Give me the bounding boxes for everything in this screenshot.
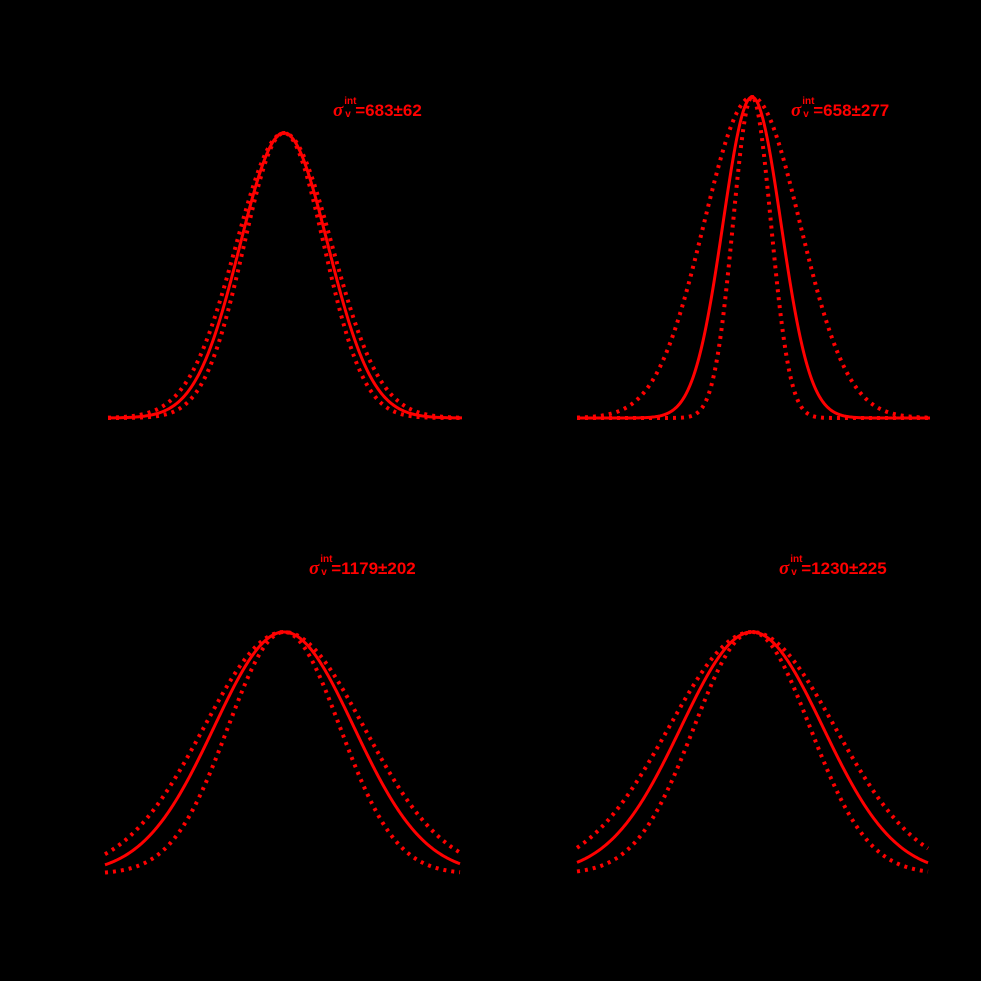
annotation-superscript: int bbox=[320, 554, 333, 565]
dotted-curve bbox=[104, 629, 462, 856]
dotted-curve bbox=[575, 629, 930, 851]
panel-bottom-left bbox=[104, 629, 462, 875]
panel-top-left bbox=[107, 130, 463, 420]
dotted-curve bbox=[576, 94, 931, 420]
dotted-curve bbox=[577, 94, 930, 420]
annotation-superscript: int bbox=[790, 554, 803, 565]
panel-top-right bbox=[576, 94, 931, 420]
solid-curve bbox=[577, 95, 930, 420]
sigma-symbol: σ bbox=[309, 558, 320, 579]
dotted-curve bbox=[104, 629, 461, 875]
panel-bottom-right bbox=[575, 629, 930, 874]
annotation-subscript: v bbox=[345, 109, 351, 120]
solid-curve bbox=[104, 630, 461, 867]
sigma-symbol: σ bbox=[791, 100, 802, 121]
annotation-superscript: int bbox=[802, 96, 815, 107]
annotation-superscript: int bbox=[344, 96, 357, 107]
annotation-subscript: v bbox=[791, 567, 797, 578]
sigma-symbol: σ bbox=[333, 100, 344, 121]
annotation-value: =1179±202 bbox=[331, 559, 416, 578]
annotation-value: =658±277 bbox=[813, 101, 890, 120]
solid-curve bbox=[108, 131, 463, 420]
annotation-subscript: v bbox=[803, 109, 809, 120]
annotation-top-right: σ int v =658±277 bbox=[791, 97, 890, 121]
sigma-symbol: σ bbox=[779, 558, 790, 579]
annotation-top-left: σ int v =683±62 bbox=[333, 97, 422, 121]
annotation-bottom-right: σ int v =1230±225 bbox=[779, 555, 887, 579]
annotation-value: =1230±225 bbox=[801, 559, 887, 578]
dotted-curve bbox=[107, 130, 463, 420]
solid-curve bbox=[576, 630, 929, 865]
annotation-value: =683±62 bbox=[355, 101, 422, 120]
dotted-curve bbox=[576, 629, 929, 874]
annotation-bottom-left: σ int v =1179±202 bbox=[309, 555, 416, 579]
annotation-subscript: v bbox=[321, 567, 327, 578]
dotted-curve bbox=[108, 130, 463, 420]
